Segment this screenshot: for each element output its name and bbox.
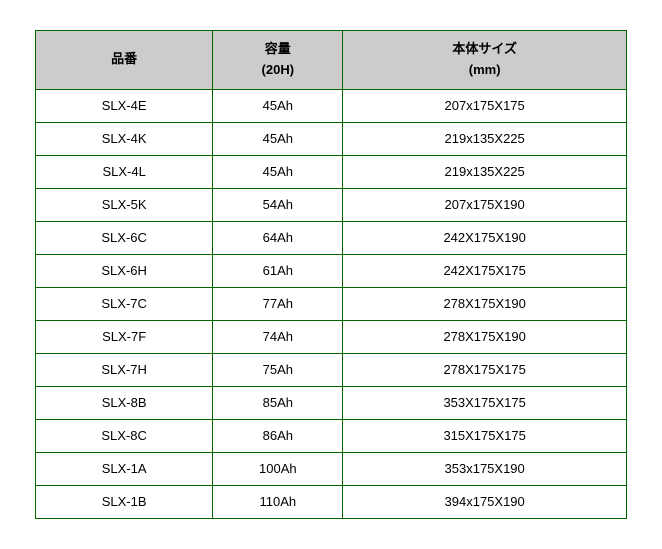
table-row: SLX-4L 45Ah 219x135X225 xyxy=(36,155,627,188)
table-row: SLX-6C 64Ah 242X175X190 xyxy=(36,221,627,254)
table-header: 品番 容量 (20H) 本体サイズ (mm) xyxy=(36,31,627,90)
header-size-sublabel: (mm) xyxy=(469,62,501,77)
table-row: SLX-1B 110Ah 394x175X190 xyxy=(36,485,627,518)
cell-capacity: 45Ah xyxy=(213,89,343,122)
cell-model: SLX-5K xyxy=(36,188,213,221)
cell-capacity: 64Ah xyxy=(213,221,343,254)
cell-model: SLX-4K xyxy=(36,122,213,155)
cell-capacity: 100Ah xyxy=(213,452,343,485)
cell-size: 278X175X190 xyxy=(343,287,627,320)
header-model-label: 品番 xyxy=(111,51,137,66)
cell-size: 207x175X190 xyxy=(343,188,627,221)
table-row: SLX-8B 85Ah 353X175X175 xyxy=(36,386,627,419)
table-row: SLX-8C 86Ah 315X175X175 xyxy=(36,419,627,452)
cell-capacity: 86Ah xyxy=(213,419,343,452)
table-row: SLX-7H 75Ah 278X175X175 xyxy=(36,353,627,386)
cell-size: 242X175X175 xyxy=(343,254,627,287)
cell-model: SLX-4E xyxy=(36,89,213,122)
cell-size: 278X175X190 xyxy=(343,320,627,353)
cell-size: 242X175X190 xyxy=(343,221,627,254)
cell-size: 353X175X175 xyxy=(343,386,627,419)
cell-capacity: 74Ah xyxy=(213,320,343,353)
table-row: SLX-6H 61Ah 242X175X175 xyxy=(36,254,627,287)
cell-capacity: 75Ah xyxy=(213,353,343,386)
cell-capacity: 54Ah xyxy=(213,188,343,221)
header-model: 品番 xyxy=(36,31,213,90)
header-size: 本体サイズ (mm) xyxy=(343,31,627,90)
cell-model: SLX-4L xyxy=(36,155,213,188)
table-row: SLX-7F 74Ah 278X175X190 xyxy=(36,320,627,353)
cell-capacity: 77Ah xyxy=(213,287,343,320)
table-row: SLX-7C 77Ah 278X175X190 xyxy=(36,287,627,320)
cell-size: 219x135X225 xyxy=(343,122,627,155)
header-capacity: 容量 (20H) xyxy=(213,31,343,90)
cell-size: 219x135X225 xyxy=(343,155,627,188)
cell-model: SLX-6C xyxy=(36,221,213,254)
spec-table: 品番 容量 (20H) 本体サイズ (mm) SLX-4E 45Ah 207x1… xyxy=(35,30,627,519)
cell-model: SLX-7C xyxy=(36,287,213,320)
header-size-label: 本体サイズ xyxy=(452,41,517,56)
cell-model: SLX-1B xyxy=(36,485,213,518)
table-row: SLX-5K 54Ah 207x175X190 xyxy=(36,188,627,221)
table-row: SLX-4K 45Ah 219x135X225 xyxy=(36,122,627,155)
header-capacity-sublabel: (20H) xyxy=(262,62,295,77)
cell-capacity: 45Ah xyxy=(213,155,343,188)
cell-model: SLX-7H xyxy=(36,353,213,386)
cell-size: 394x175X190 xyxy=(343,485,627,518)
cell-model: SLX-8C xyxy=(36,419,213,452)
header-capacity-label: 容量 xyxy=(265,41,291,56)
cell-size: 315X175X175 xyxy=(343,419,627,452)
cell-size: 207x175X175 xyxy=(343,89,627,122)
cell-size: 353x175X190 xyxy=(343,452,627,485)
table-row: SLX-1A 100Ah 353x175X190 xyxy=(36,452,627,485)
cell-model: SLX-8B xyxy=(36,386,213,419)
header-row: 品番 容量 (20H) 本体サイズ (mm) xyxy=(36,31,627,90)
table-body: SLX-4E 45Ah 207x175X175 SLX-4K 45Ah 219x… xyxy=(36,89,627,518)
cell-model: SLX-7F xyxy=(36,320,213,353)
cell-capacity: 45Ah xyxy=(213,122,343,155)
cell-capacity: 85Ah xyxy=(213,386,343,419)
cell-capacity: 61Ah xyxy=(213,254,343,287)
cell-model: SLX-6H xyxy=(36,254,213,287)
cell-capacity: 110Ah xyxy=(213,485,343,518)
table-row: SLX-4E 45Ah 207x175X175 xyxy=(36,89,627,122)
cell-size: 278X175X175 xyxy=(343,353,627,386)
cell-model: SLX-1A xyxy=(36,452,213,485)
